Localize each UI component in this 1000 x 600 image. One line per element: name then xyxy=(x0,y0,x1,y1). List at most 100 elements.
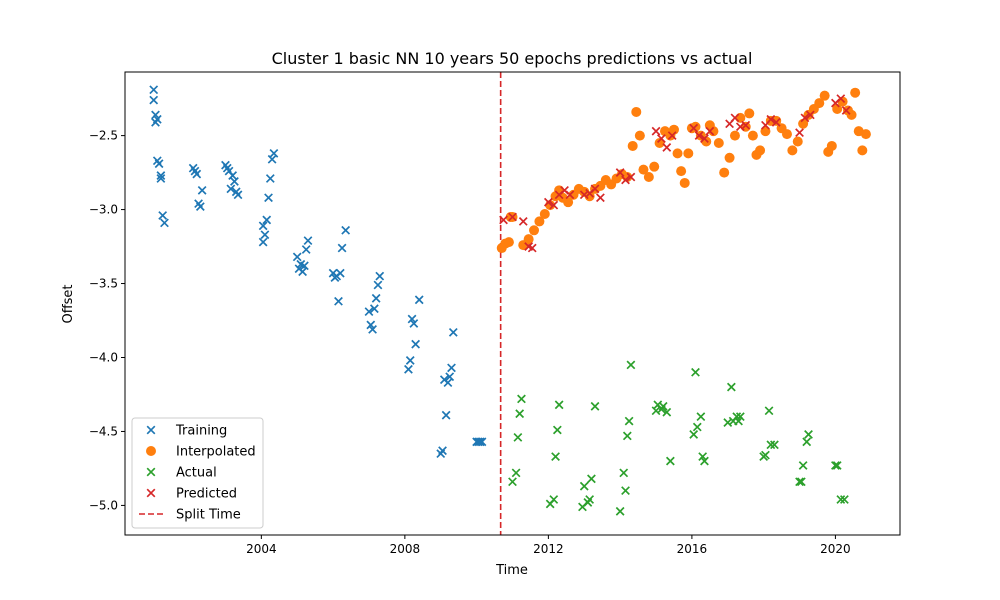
interpolated-point xyxy=(798,118,809,129)
actual-point xyxy=(554,400,564,410)
actual-point xyxy=(658,401,668,411)
actual-point xyxy=(590,401,600,411)
predicted-point xyxy=(590,184,600,194)
interpolated-point xyxy=(676,166,687,177)
predicted-point xyxy=(700,134,709,143)
training-point xyxy=(369,304,379,314)
training-point xyxy=(152,114,162,124)
interpolated-point xyxy=(819,90,830,101)
interpolated-point xyxy=(539,209,550,220)
training-point xyxy=(156,171,166,180)
training-point xyxy=(438,446,447,456)
legend-marker xyxy=(146,425,156,435)
actual-point xyxy=(764,406,774,416)
interpolated-point xyxy=(740,121,751,132)
x-tick-label: 2016 xyxy=(677,542,708,556)
interpolated-point xyxy=(529,225,540,236)
training-point xyxy=(258,221,268,231)
training-point xyxy=(160,218,169,228)
training-point xyxy=(149,95,159,105)
predicted-point xyxy=(662,143,672,152)
actual-point xyxy=(726,382,736,392)
training-point xyxy=(447,363,456,373)
predicted-point xyxy=(689,123,699,133)
training-point xyxy=(443,378,453,388)
actual-point xyxy=(511,468,521,478)
interpolated-point xyxy=(503,237,514,248)
training-point xyxy=(228,171,238,180)
x-tick-label: 2012 xyxy=(533,542,564,556)
training-point xyxy=(475,437,485,447)
interpolated-point xyxy=(787,145,798,156)
predicted-point xyxy=(766,114,776,124)
training-point xyxy=(334,296,343,306)
actual-point xyxy=(626,360,636,370)
legend: Training Interpolated Actual Predicted Split… xyxy=(131,417,264,529)
training-point xyxy=(441,410,451,420)
training-point xyxy=(156,174,166,183)
actual-point xyxy=(766,440,776,450)
actual-point xyxy=(770,440,779,450)
predicted-point xyxy=(656,134,666,143)
y-tick-label: −3.0 xyxy=(89,203,118,217)
predicted-point xyxy=(518,217,528,226)
interpolated-point xyxy=(631,106,642,117)
actual-point xyxy=(831,461,840,470)
predicted-point xyxy=(805,110,815,120)
interpolated-point xyxy=(850,87,861,98)
interpolated-point xyxy=(814,98,825,109)
training-point xyxy=(445,372,455,382)
legend-label: Split Time xyxy=(176,508,241,523)
interpolated-point xyxy=(735,112,746,123)
predicted-point xyxy=(730,113,740,123)
legend-label: Interpolated xyxy=(176,445,256,460)
x-tick-label: 2004 xyxy=(246,542,277,556)
training-point xyxy=(404,364,413,374)
predicted-point xyxy=(741,120,751,130)
training-point xyxy=(335,268,345,278)
actual-point xyxy=(836,495,846,504)
actual-point xyxy=(798,461,808,470)
actual-point xyxy=(549,495,559,504)
interpolated-point xyxy=(832,103,843,114)
interpolated-point xyxy=(634,130,645,141)
training-point xyxy=(341,225,351,235)
training-point xyxy=(405,356,415,365)
legend-marker xyxy=(146,446,156,456)
predicted-point xyxy=(836,94,846,104)
interpolated-point xyxy=(563,197,574,208)
plot-area xyxy=(124,71,901,536)
actual-point xyxy=(692,422,702,432)
training-point xyxy=(262,215,272,225)
actual-point xyxy=(796,477,806,487)
predicted-point xyxy=(841,106,851,115)
training-point xyxy=(411,339,421,349)
predicted-point xyxy=(651,126,661,136)
training-point xyxy=(414,295,424,305)
actual-point xyxy=(832,461,842,470)
legend-label: Predicted xyxy=(176,487,237,502)
predicted-point xyxy=(615,168,625,177)
predicted-point xyxy=(667,131,677,141)
y-tick-label: −2.5 xyxy=(89,129,118,143)
y-tick-label: −4.5 xyxy=(89,424,118,438)
interpolated-point xyxy=(668,124,679,135)
predicted-point xyxy=(626,172,636,182)
actual-point xyxy=(552,425,562,435)
training-point xyxy=(258,237,268,247)
training-point xyxy=(368,324,377,334)
actual-point xyxy=(624,416,634,426)
legend-label: Actual xyxy=(176,466,217,481)
legend-marker xyxy=(146,467,156,477)
interpolated-point xyxy=(792,136,803,147)
x-tick-label: 2008 xyxy=(390,542,421,556)
interpolated-point xyxy=(857,145,868,156)
training-point xyxy=(267,154,277,164)
series-layer xyxy=(149,85,871,516)
actual-point xyxy=(621,486,630,496)
predicted-point xyxy=(771,117,781,127)
interpolated-point xyxy=(643,172,654,183)
training-point xyxy=(260,230,270,240)
training-point xyxy=(230,177,239,186)
series-training xyxy=(149,85,487,459)
